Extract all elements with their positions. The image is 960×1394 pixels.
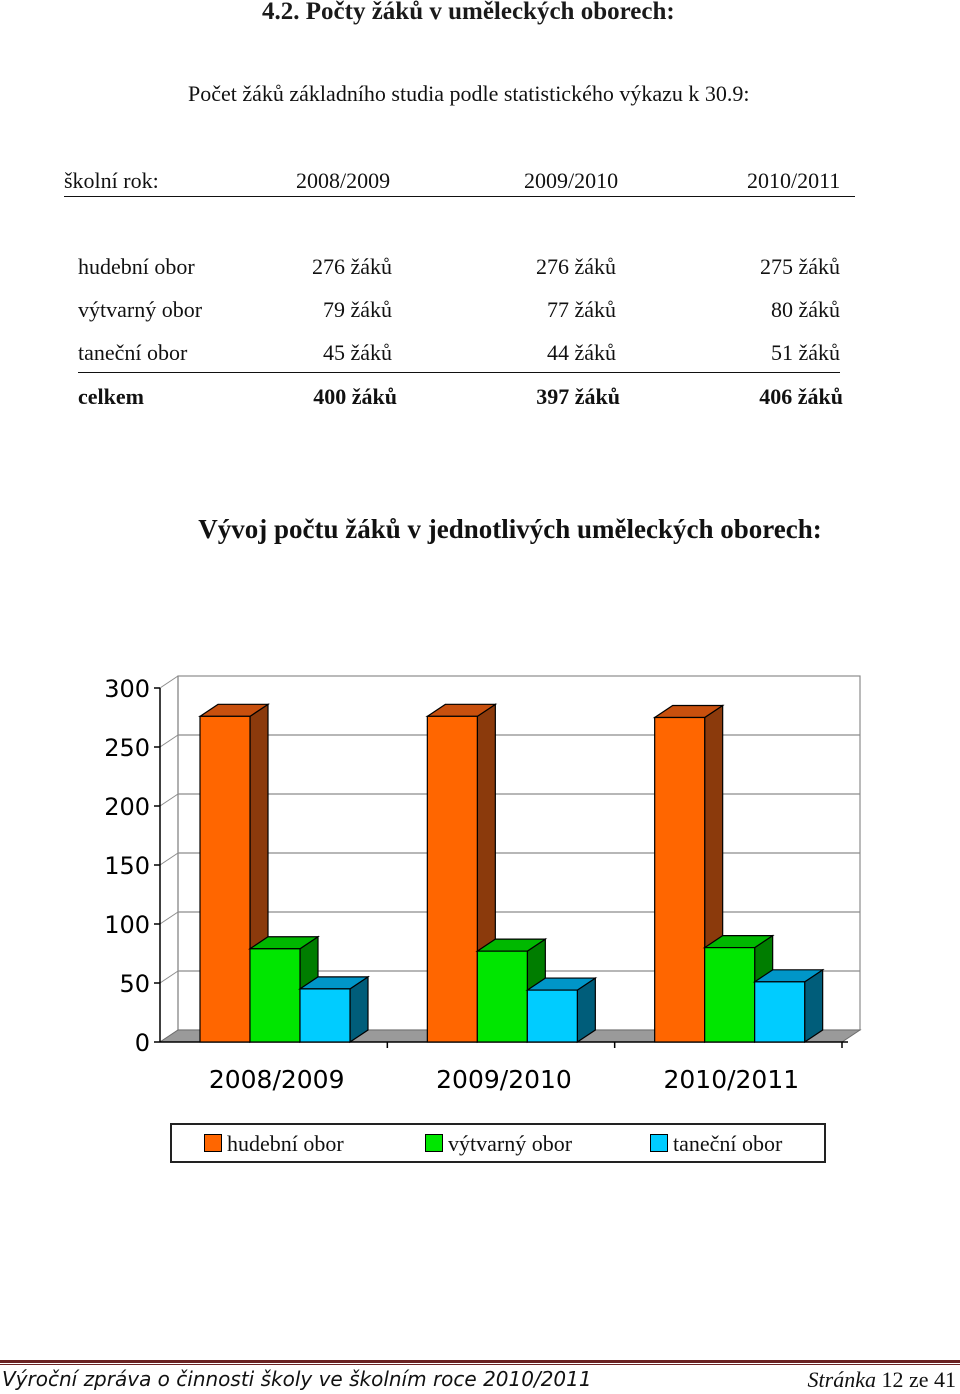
bar	[654, 716, 706, 1043]
gridline-connector	[159, 793, 179, 807]
x-tick-label: 2009/2010	[436, 1065, 572, 1094]
bar	[476, 950, 528, 1043]
legend-item-art: výtvarný obor	[425, 1131, 572, 1157]
x-tick-label: 2008/2009	[209, 1065, 345, 1094]
footer-title: Výroční zpráva o činnosti školy ve školn…	[2, 1367, 592, 1391]
bar	[299, 988, 351, 1043]
bar	[426, 715, 478, 1043]
table-caption: Počet žáků základního studia podle stati…	[188, 81, 750, 106]
legend-swatch	[204, 1134, 222, 1152]
bar	[704, 947, 756, 1043]
y-tick-label: 150	[104, 852, 150, 880]
footer-rule	[0, 1360, 960, 1363]
y-tick-label: 0	[135, 1029, 150, 1057]
row-value: 275 žáků	[759, 254, 840, 279]
legend-swatch	[650, 1134, 668, 1152]
row-value: 45 žáků	[322, 340, 392, 365]
bar	[249, 948, 301, 1043]
row-label: celkem	[78, 384, 144, 409]
header-year-2: 2009/2010	[524, 168, 619, 193]
header-label: školní rok:	[64, 168, 159, 193]
gridline-connector	[159, 734, 179, 748]
legend-label: výtvarný obor	[448, 1131, 573, 1156]
legend-item-music: hudební obor	[204, 1131, 344, 1157]
table-header-row: školní rok: 2008/2009 2009/2010 2010/201…	[64, 168, 855, 197]
bar	[526, 989, 578, 1043]
row-label: hudební obor	[78, 254, 195, 279]
row-value: 397 žáků	[536, 384, 620, 409]
row-value: 79 žáků	[322, 297, 392, 322]
header-year-1: 2008/2009	[296, 168, 391, 193]
table-row-music: hudební obor 276 žáků 276 žáků 275 žáků	[78, 254, 840, 286]
row-value: 276 žáků	[311, 254, 392, 279]
row-value: 44 žáků	[546, 340, 616, 365]
row-value: 80 žáků	[770, 297, 840, 322]
bar-chart: 0 50 100 150 200 250 300 2008/2009 2009/2010 2010…	[104, 675, 862, 1094]
row-value: 51 žáků	[770, 340, 840, 365]
legend-label: taneční obor	[673, 1131, 783, 1156]
table-row-total: celkem 400 žáků 397 žáků 406 žáků	[78, 384, 843, 416]
row-value: 77 žáků	[546, 297, 616, 322]
table-row-dance: taneční obor 45 žáků 44 žáků 51 žáků	[78, 340, 840, 373]
section-heading: 4.2. Počty žáků v uměleckých oborech:	[262, 0, 675, 25]
legend-label: hudební obor	[227, 1131, 344, 1156]
gridline-connector	[159, 911, 179, 925]
row-value: 276 žáků	[535, 254, 616, 279]
header-year-3: 2010/2011	[747, 168, 841, 193]
gridline-connector	[159, 675, 179, 689]
bar	[199, 715, 251, 1043]
table-row-art: výtvarný obor 79 žáků 77 žáků 80 žáků	[78, 297, 840, 329]
y-tick-label: 300	[104, 675, 150, 703]
y-tick-label: 50	[119, 970, 150, 998]
y-tick-label: 200	[104, 793, 150, 821]
legend-item-dance: taneční obor	[650, 1131, 782, 1157]
footer-rule-thin	[0, 1364, 960, 1365]
gridline-connector	[159, 852, 179, 866]
row-value: 406 žáků	[759, 384, 843, 409]
y-tick-label: 100	[104, 911, 150, 939]
chart-title: Vývoj počtu žáků v jednotlivých umělecký…	[198, 514, 822, 544]
bar	[754, 981, 806, 1043]
y-tick-label: 250	[104, 734, 150, 762]
row-label: výtvarný obor	[78, 297, 203, 322]
page-number: Stránka 12 ze 41	[807, 1367, 956, 1392]
x-tick-label: 2010/2011	[663, 1065, 799, 1094]
row-value: 400 žáků	[313, 384, 397, 409]
chart-legend: hudební obor výtvarný obor taneční obor	[170, 1123, 826, 1163]
gridline-connector	[159, 970, 179, 984]
row-label: taneční obor	[78, 340, 188, 365]
legend-swatch	[425, 1134, 443, 1152]
